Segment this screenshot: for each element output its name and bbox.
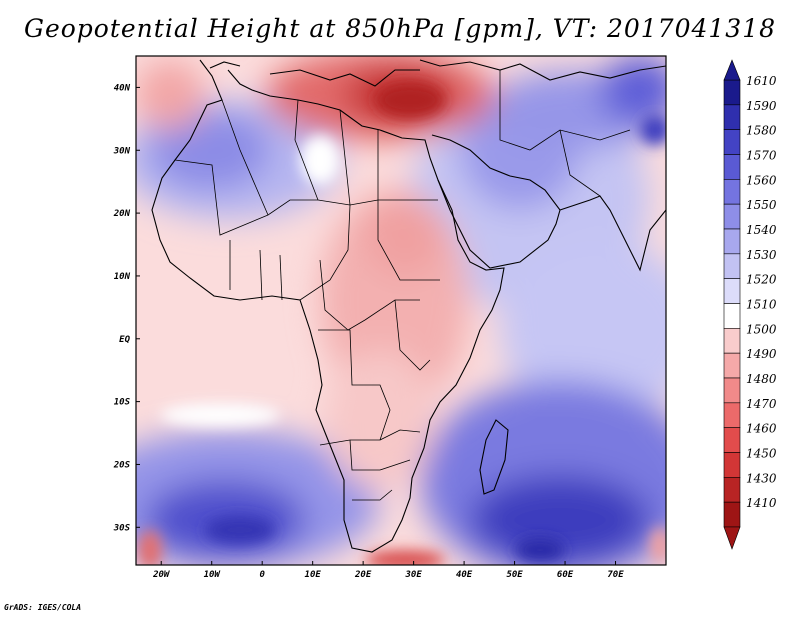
colorbar-label: 1530 — [746, 248, 777, 262]
colorbar-swatch — [723, 79, 741, 106]
colorbar-top-arrow — [723, 59, 741, 81]
lon-tick-label: 60E — [557, 570, 574, 580]
colorbar-label: 1450 — [746, 447, 777, 461]
colorbar-swatch — [723, 104, 741, 130]
colorbar-label: 1560 — [746, 173, 777, 187]
colorbar-label: 1520 — [746, 273, 777, 287]
colorbar-label: 1610 — [746, 74, 777, 88]
colorbar-swatch — [723, 501, 741, 528]
colorbar-label: 1500 — [746, 322, 777, 336]
lat-tick-label: 30N — [113, 146, 131, 156]
lat-tick-label: 10N — [114, 272, 131, 282]
lon-tick-label: 40E — [456, 570, 473, 580]
colorbar: 1610 1590 1580 1570 1560 1550 1540 1530 1520 1510… — [723, 59, 777, 550]
lat-tick-label: EQ — [119, 335, 130, 345]
colorbar-swatch — [723, 129, 741, 155]
grads-credit: GrADS: IGES/COLA — [4, 603, 82, 612]
colorbar-swatch — [723, 427, 741, 453]
latitude-axis: 40N 30N 20N 10N EQ 10S 20S 30S — [113, 83, 140, 533]
lat-tick-label: 20S — [113, 460, 131, 470]
colorbar-label: 1540 — [746, 223, 777, 237]
colorbar-swatch — [723, 328, 741, 354]
colorbar-label: 1470 — [746, 397, 777, 411]
colorbar-label: 1430 — [746, 471, 777, 485]
map-frame — [135, 55, 667, 566]
lon-tick-label: 20E — [354, 570, 372, 580]
colorbar-swatch — [723, 477, 741, 503]
lon-tick-label: 30E — [404, 570, 422, 580]
lon-tick-label: 10E — [305, 570, 322, 580]
longitude-axis: 20W 10W 0 10E 20E 30E 40E 50E 60E 70E — [152, 561, 624, 580]
colorbar-bottom-arrow — [723, 526, 741, 550]
coastlines — [151, 59, 666, 553]
lat-tick-label: 30S — [113, 523, 131, 533]
colorbar-swatch — [723, 154, 741, 180]
colorbar-swatch — [723, 452, 741, 478]
colorbar-label: 1590 — [746, 99, 777, 113]
country-borders — [174, 70, 631, 501]
colorbar-swatch — [723, 377, 741, 404]
colorbar-label: 1510 — [746, 298, 777, 312]
colorbar-label: 1570 — [746, 149, 777, 163]
height-field — [136, 56, 666, 565]
colorbar-swatch — [723, 203, 741, 230]
colorbar-label: 1460 — [746, 422, 777, 436]
colorbar-label: 1410 — [746, 496, 777, 510]
colorbar-label: 1490 — [746, 347, 777, 361]
lon-tick-label: 0 — [259, 570, 265, 580]
colorbar-swatch — [723, 303, 741, 329]
colorbar-label: 1480 — [746, 372, 777, 386]
colorbar-swatch — [723, 278, 741, 304]
colorbar-label: 1580 — [746, 124, 777, 138]
colorbar-swatch — [723, 352, 741, 379]
colorbar-swatch — [723, 228, 741, 255]
lon-tick-label: 70E — [607, 570, 624, 580]
lon-tick-label: 20W — [152, 570, 171, 580]
lon-tick-label: 50E — [506, 570, 523, 580]
colorbar-swatch — [723, 179, 741, 205]
lat-tick-label: 40N — [114, 83, 131, 93]
colorbar-swatch — [723, 402, 741, 428]
lon-tick-label: 10W — [204, 570, 222, 580]
colorbar-label: 1550 — [746, 198, 777, 212]
colorbar-swatch — [723, 253, 741, 279]
lat-tick-label: 20N — [113, 209, 131, 219]
plot-title: Geopotential Height at 850hPa [gpm], VT:… — [23, 14, 777, 43]
lat-tick-label: 10S — [114, 398, 131, 408]
